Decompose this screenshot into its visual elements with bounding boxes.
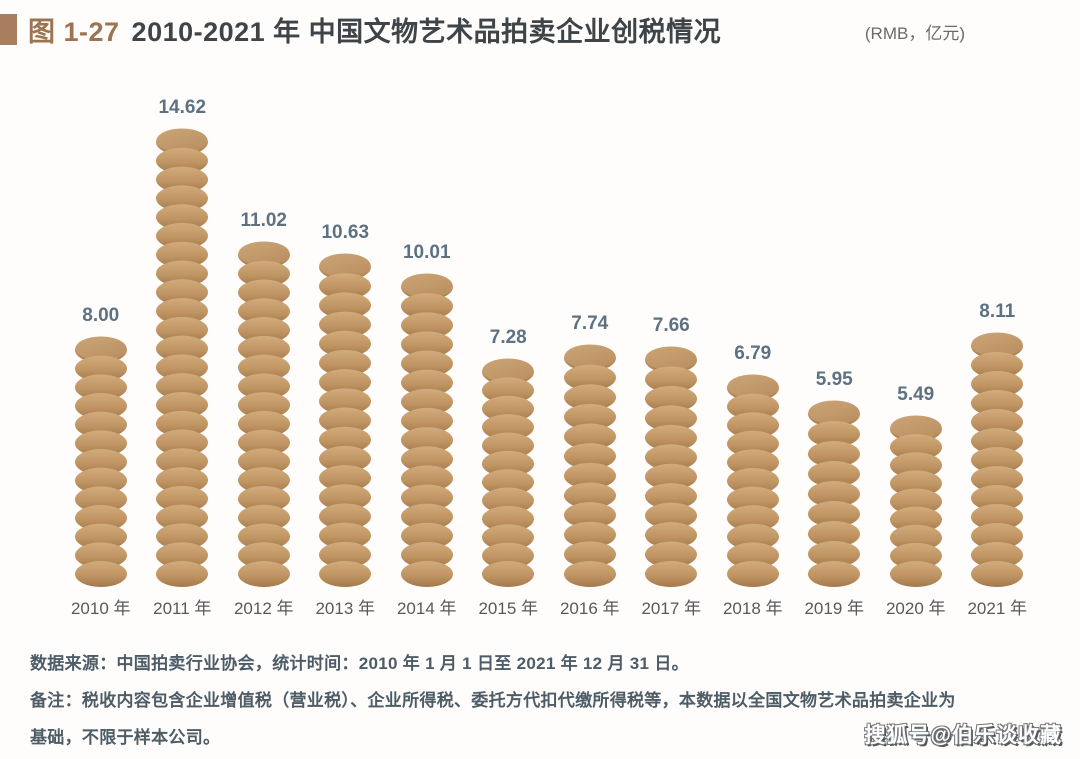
coin-stack	[645, 346, 698, 587]
bar-value-label: 8.11	[979, 301, 1016, 322]
coin-top-face	[156, 128, 208, 153]
bar-value-label: 7.28	[489, 327, 527, 348]
coin-top-face	[75, 336, 127, 361]
bar-value-label: 7.74	[571, 313, 609, 334]
coin-bar-column-2010: 8.00 2010 年	[60, 58, 142, 620]
coin-stack	[563, 344, 616, 587]
bar-year-label: 2021 年	[967, 599, 1028, 618]
bar-value-label: 5.49	[897, 384, 935, 405]
bar-year-label: 2010 年	[70, 599, 131, 618]
note-line-2: 基础，不限于样本公司。	[30, 728, 221, 747]
bar-year-label: 2016 年	[559, 599, 620, 618]
coin-top-face	[482, 358, 534, 383]
bar-year-label: 2018 年	[722, 599, 783, 618]
coin-bar-column-2012: 11.02 2012 年	[223, 58, 305, 620]
bar-year-label: 2020 年	[885, 599, 946, 618]
bar-value-label: 10.01	[402, 242, 451, 263]
bar-year-label: 2019 年	[804, 599, 865, 618]
coin-bar-column-2021: 8.11 2021 年	[957, 58, 1039, 620]
coin-stack	[726, 374, 779, 587]
coin-top-face	[890, 415, 942, 440]
figure-title: 2010-2021 年 中国文物艺术品拍卖企业创税情况	[131, 17, 722, 47]
bar-year-label: 2013 年	[315, 599, 376, 618]
coin-stack	[156, 128, 209, 587]
coin-stack	[237, 241, 290, 587]
bar-year-label: 2017 年	[641, 599, 702, 618]
figure-header: 图 1-27 2010-2021 年 中国文物艺术品拍卖企业创税情况 (RMB，…	[0, 10, 1080, 49]
coin-stack	[400, 273, 453, 587]
bar-value-label: 11.02	[240, 210, 288, 231]
figure-unit-label: (RMB，亿元)	[864, 24, 965, 43]
watermark-text: 搜狐号@伯乐谈收藏	[864, 724, 1062, 747]
bar-year-label: 2011 年	[153, 599, 212, 618]
coin-bar-column-2014: 10.01 2014 年	[386, 58, 468, 620]
bar-value-label: 10.63	[321, 222, 370, 243]
figure-number-label: 图 1-27	[28, 17, 120, 47]
coin-stack	[74, 336, 127, 587]
coin-stack	[808, 400, 861, 587]
coin-top-face	[645, 346, 697, 371]
coin-top-face	[971, 332, 1023, 357]
bar-value-label: 6.79	[734, 343, 772, 364]
bar-value-label: 14.62	[158, 97, 207, 118]
coin-bar-column-2013: 10.63 2013 年	[305, 58, 387, 620]
coin-bar-chart: 8.00 2010 年 14.62 2011 年 11.02 2012 年 10.63 201…	[60, 58, 1038, 620]
figure-marker-square	[0, 14, 17, 45]
bar-value-label: 7.66	[652, 315, 690, 336]
coin-top-face	[401, 273, 453, 298]
coin-bar-column-2020: 5.49 2020 年	[875, 58, 957, 620]
note-line-1: 备注：税收内容包含企业增值税（营业税）、企业所得税、委托方代扣代缴所得税等，本数…	[30, 691, 956, 710]
coin-top-face	[319, 253, 371, 278]
bar-value-label: 5.95	[815, 369, 853, 390]
bar-year-label: 2012 年	[233, 599, 294, 618]
coin-top-face	[238, 241, 290, 266]
coin-bar-column-2016: 7.74 2016 年	[549, 58, 631, 620]
coin-top-face	[808, 400, 860, 425]
coin-stack	[971, 332, 1024, 587]
coin-bar-column-2011: 14.62 2011 年	[142, 58, 224, 620]
figure-footnotes: 数据来源：中国拍卖行业协会，统计时间：2010 年 1 月 1 日至 2021 …	[30, 645, 1050, 756]
coin-bar-column-2015: 7.28 2015 年	[468, 58, 550, 620]
coin-top-face	[564, 344, 616, 369]
coin-bar-column-2019: 5.95 2019 年	[794, 58, 876, 620]
bar-year-label: 2015 年	[478, 599, 539, 618]
data-source-line: 数据来源：中国拍卖行业协会，统计时间：2010 年 1 月 1 日至 2021 …	[30, 654, 689, 673]
coin-stack	[319, 253, 372, 587]
coin-bar-column-2018: 6.79 2018 年	[712, 58, 794, 620]
coin-stack	[889, 415, 942, 587]
coin-bar-column-2017: 7.66 2017 年	[631, 58, 713, 620]
coin-top-face	[727, 374, 779, 399]
coin-stack	[482, 358, 535, 587]
bar-value-label: 8.00	[82, 305, 120, 326]
bar-year-label: 2014 年	[396, 599, 457, 618]
